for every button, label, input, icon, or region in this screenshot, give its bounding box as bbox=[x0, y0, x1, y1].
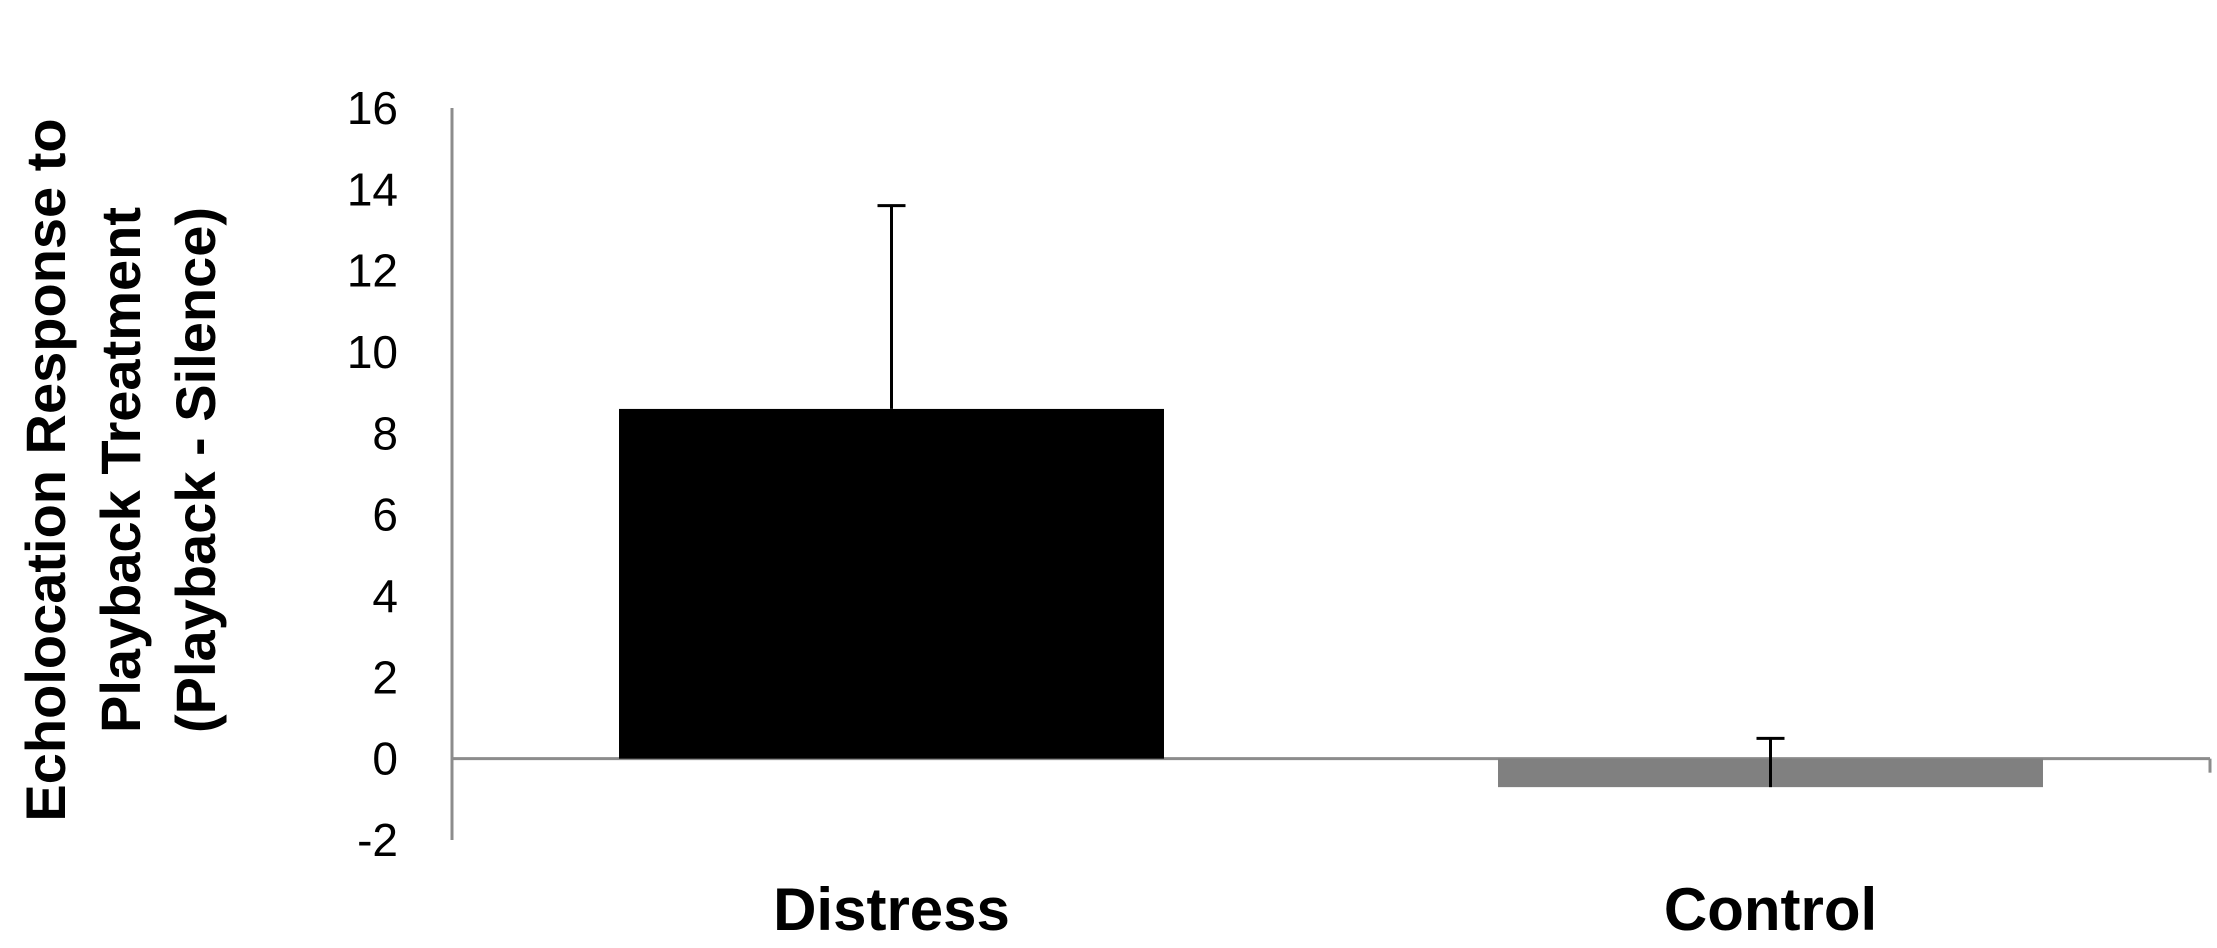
bars bbox=[619, 408, 2043, 788]
bar-distress bbox=[619, 408, 1164, 759]
x-category-label: Control bbox=[1664, 876, 1877, 943]
y-tick-label: -2 bbox=[357, 814, 398, 866]
y-tick-label: 14 bbox=[347, 163, 398, 215]
y-axis-title-line-1: Echolocation Response to bbox=[14, 118, 77, 821]
y-tick-label: 10 bbox=[347, 326, 398, 378]
y-axis-ticks: -2 0 2 4 6 8 10 12 14 16 bbox=[347, 82, 398, 866]
y-tick-label: 12 bbox=[347, 245, 398, 297]
x-axis-labels: Distress Control bbox=[773, 876, 1877, 943]
y-tick-label: 16 bbox=[347, 82, 398, 134]
y-axis-title-line-2: Playback Treatment bbox=[89, 207, 152, 733]
y-axis-title-line-3: (Playback - Silence) bbox=[164, 207, 227, 733]
x-category-label: Distress bbox=[773, 876, 1010, 943]
error-bars bbox=[877, 204, 1785, 788]
y-tick-label: 4 bbox=[372, 570, 398, 622]
y-tick-label: 8 bbox=[372, 407, 398, 459]
y-tick-label: 2 bbox=[372, 651, 398, 703]
y-tick-label: 0 bbox=[372, 733, 398, 785]
y-axis-title: Echolocation Response to Playback Treatm… bbox=[14, 118, 227, 821]
y-tick-label: 6 bbox=[372, 489, 398, 541]
